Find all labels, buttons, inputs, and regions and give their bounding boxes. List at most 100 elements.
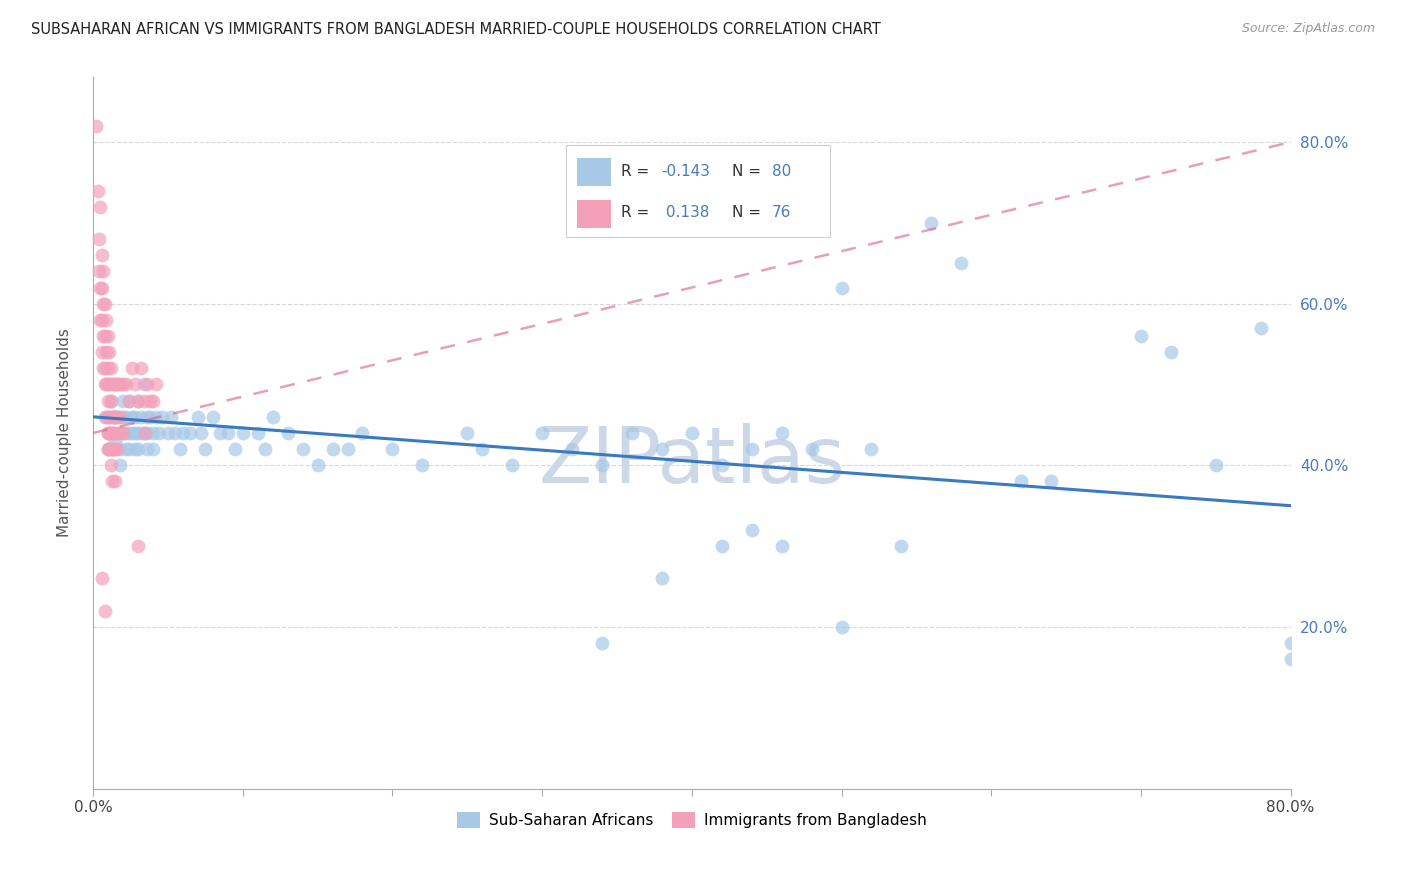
- Point: [165, 425, 187, 440]
- Point: [651, 571, 673, 585]
- Point: [124, 409, 146, 424]
- Point: [471, 442, 494, 457]
- Point: [860, 442, 883, 457]
- Point: [277, 425, 299, 440]
- Point: [87, 264, 110, 278]
- Point: [1040, 475, 1063, 489]
- Point: [291, 442, 314, 457]
- Point: [1205, 458, 1227, 473]
- Point: [121, 425, 143, 440]
- Point: [132, 425, 155, 440]
- Point: [681, 425, 703, 440]
- Point: [100, 361, 122, 376]
- Point: [1010, 475, 1032, 489]
- Point: [108, 409, 131, 424]
- Point: [104, 425, 127, 440]
- Point: [104, 475, 127, 489]
- Point: [101, 377, 124, 392]
- Point: [254, 442, 277, 457]
- Point: [741, 523, 763, 537]
- Point: [232, 425, 254, 440]
- Point: [246, 425, 269, 440]
- Point: [97, 425, 120, 440]
- Point: [132, 393, 155, 408]
- Point: [1279, 652, 1302, 666]
- Text: SUBSAHARAN AFRICAN VS IMMIGRANTS FROM BANGLADESH MARRIED-COUPLE HOUSEHOLDS CORRE: SUBSAHARAN AFRICAN VS IMMIGRANTS FROM BA…: [31, 22, 880, 37]
- Point: [800, 200, 823, 214]
- Point: [98, 345, 121, 359]
- Point: [591, 458, 613, 473]
- Point: [770, 539, 793, 553]
- Point: [160, 409, 183, 424]
- Point: [135, 442, 157, 457]
- Point: [831, 620, 853, 634]
- Point: [97, 425, 120, 440]
- Point: [950, 256, 973, 270]
- Point: [97, 361, 120, 376]
- Point: [148, 425, 170, 440]
- Y-axis label: Married-couple Households: Married-couple Households: [58, 328, 72, 537]
- Point: [831, 280, 853, 294]
- Point: [91, 248, 114, 262]
- Point: [118, 425, 141, 440]
- Point: [187, 409, 209, 424]
- Point: [111, 377, 134, 392]
- Point: [100, 425, 122, 440]
- Point: [456, 425, 478, 440]
- Point: [124, 425, 146, 440]
- Point: [1279, 636, 1302, 650]
- Point: [87, 232, 110, 246]
- Point: [107, 425, 129, 440]
- Point: [127, 393, 149, 408]
- Point: [127, 539, 149, 553]
- Text: ZIPatlas: ZIPatlas: [538, 424, 845, 500]
- Point: [381, 442, 404, 457]
- Point: [91, 280, 114, 294]
- Point: [121, 361, 143, 376]
- Point: [97, 377, 120, 392]
- Point: [217, 425, 239, 440]
- Point: [710, 458, 733, 473]
- Point: [118, 393, 141, 408]
- Point: [105, 409, 128, 424]
- Point: [1129, 329, 1152, 343]
- Point: [1160, 345, 1182, 359]
- Point: [108, 458, 131, 473]
- Point: [651, 442, 673, 457]
- Point: [139, 409, 162, 424]
- Point: [100, 393, 122, 408]
- Point: [322, 442, 344, 457]
- Point: [124, 377, 146, 392]
- Point: [97, 442, 120, 457]
- Point: [108, 425, 131, 440]
- Point: [135, 409, 157, 424]
- Point: [142, 393, 165, 408]
- Point: [103, 409, 125, 424]
- Point: [129, 409, 152, 424]
- Point: [920, 216, 942, 230]
- Point: [84, 119, 107, 133]
- Point: [179, 425, 201, 440]
- Point: [531, 425, 554, 440]
- Point: [135, 377, 157, 392]
- Point: [142, 442, 165, 457]
- Point: [104, 377, 127, 392]
- Point: [91, 571, 114, 585]
- Point: [103, 409, 125, 424]
- Point: [100, 458, 122, 473]
- Point: [108, 377, 131, 392]
- Point: [94, 329, 117, 343]
- Point: [150, 409, 173, 424]
- Point: [94, 604, 117, 618]
- Point: [741, 442, 763, 457]
- Point: [172, 425, 194, 440]
- Point: [135, 425, 157, 440]
- Point: [224, 442, 246, 457]
- Point: [96, 377, 118, 392]
- Point: [98, 442, 121, 457]
- Point: [336, 442, 359, 457]
- Point: [103, 442, 125, 457]
- Point: [145, 377, 167, 392]
- Point: [103, 377, 125, 392]
- Point: [94, 361, 117, 376]
